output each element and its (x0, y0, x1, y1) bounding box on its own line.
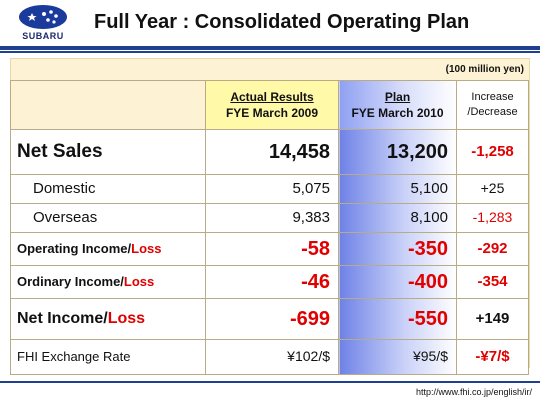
header-rule-thick (0, 46, 540, 50)
change-cell: -1,258 (456, 129, 529, 175)
change-cell: -¥7/$ (456, 339, 529, 375)
ordinary-income-label: Ordinary Income/ (17, 274, 124, 289)
row-label: FHI Exchange Rate (10, 339, 206, 375)
header-actual-title: Actual Results (230, 90, 314, 104)
domestic-plan: 5,100 (410, 180, 448, 197)
actual-cell: 9,383 (205, 203, 339, 233)
table-row-ordinary-income: Ordinary Income/Loss -46 -400 -354 (10, 265, 529, 299)
table-row-exchange-rate: FHI Exchange Rate ¥102/$ ¥95/$ -¥7/$ (10, 339, 529, 375)
change-cell: -354 (456, 265, 529, 299)
net-sales-change: -1,258 (471, 143, 514, 160)
change-cell: +25 (456, 174, 529, 204)
net-sales-actual: 14,458 (268, 140, 330, 163)
actual-cell: -46 (205, 265, 339, 299)
net-income-change: +149 (475, 310, 510, 327)
table-header-row: Actual Results FYE March 2009 Plan FYE M… (10, 80, 529, 130)
header-plan: Plan FYE March 2010 (338, 80, 457, 130)
row-label: Operating Income/Loss (10, 232, 206, 266)
ordinary-income-plan: -400 (407, 270, 448, 293)
header-rule-thin (0, 51, 540, 53)
plan-cell: 5,100 (338, 174, 457, 204)
exchange-rate-actual: ¥102/$ (287, 348, 330, 364)
actual-cell: -699 (205, 298, 339, 340)
operating-loss-label: Loss (131, 241, 162, 256)
footer-url: http://www.fhi.co.jp/english/ir/ (415, 387, 532, 397)
slide-header: SUBARU Full Year : Consolidated Operatin… (0, 0, 540, 46)
change-cell: +149 (456, 298, 529, 340)
overseas-label: Overseas (33, 209, 98, 226)
operating-plan-table: Actual Results FYE March 2009 Plan FYE M… (10, 80, 529, 375)
row-label: Net Sales (10, 129, 206, 175)
operating-income-change: -292 (477, 240, 508, 257)
plan-cell: -350 (338, 232, 457, 266)
header-plan-period: FYE March 2010 (351, 106, 444, 120)
ordinary-loss-label: Loss (123, 274, 155, 289)
plan-cell: 13,200 (338, 129, 457, 175)
exchange-rate-label: FHI Exchange Rate (17, 349, 131, 364)
footer-rule (0, 381, 540, 383)
operating-income-actual: -58 (301, 237, 330, 260)
exchange-rate-change: -¥7/$ (475, 348, 510, 365)
header-increase-bottom: /Decrease (467, 106, 518, 118)
net-loss-label: Loss (107, 310, 146, 327)
header-actual-results: Actual Results FYE March 2009 (205, 80, 339, 130)
ordinary-income-change: -354 (477, 273, 508, 290)
net-income-actual: -699 (289, 307, 330, 330)
operating-income-plan: -350 (407, 237, 448, 260)
plan-cell: -400 (338, 265, 457, 299)
logo-wordmark: SUBARU (22, 31, 64, 41)
pleiades-stars-icon (19, 5, 67, 29)
overseas-actual: 9,383 (292, 209, 330, 226)
table-row-domestic: Domestic 5,075 5,100 +25 (10, 174, 529, 204)
subaru-logo: SUBARU (8, 4, 78, 44)
page-title: Full Year : Consolidated Operating Plan (94, 11, 470, 33)
overseas-change: -1,283 (472, 209, 513, 225)
net-income-plan: -550 (407, 307, 448, 330)
plan-cell: 8,100 (338, 203, 457, 233)
domestic-actual: 5,075 (292, 180, 330, 197)
header-plan-title: Plan (384, 90, 411, 104)
domestic-change: +25 (480, 180, 505, 196)
row-label: Ordinary Income/Loss (10, 265, 206, 299)
actual-cell: 5,075 (205, 174, 339, 204)
header-actual-period: FYE March 2009 (225, 106, 319, 120)
actual-cell: ¥102/$ (205, 339, 339, 375)
unit-label: (100 million yen) (445, 64, 524, 75)
actual-cell: 14,458 (205, 129, 339, 175)
change-cell: -292 (456, 232, 529, 266)
row-label: Net Income/Loss (10, 298, 206, 340)
operating-income-label: Operating Income/ (17, 241, 132, 256)
net-income-label: Net Income/ (17, 310, 108, 327)
plan-cell: -550 (338, 298, 457, 340)
header-blank-cell (10, 80, 206, 130)
row-label: Overseas (10, 203, 206, 233)
net-sales-plan: 13,200 (386, 140, 448, 163)
net-sales-label: Net Sales (17, 141, 103, 162)
change-cell: -1,283 (456, 203, 529, 233)
table-row-net-income: Net Income/Loss -699 -550 +149 (10, 298, 529, 340)
ordinary-income-actual: -46 (301, 270, 330, 293)
domestic-label: Domestic (33, 180, 96, 197)
table-row-net-sales: Net Sales 14,458 13,200 -1,258 (10, 129, 529, 175)
table-row-overseas: Overseas 9,383 8,100 -1,283 (10, 203, 529, 233)
exchange-rate-plan: ¥95/$ (412, 348, 448, 364)
plan-cell: ¥95/$ (338, 339, 457, 375)
overseas-plan: 8,100 (410, 209, 448, 226)
header-increase-top: Increase (471, 91, 514, 103)
table-row-operating-income: Operating Income/Loss -58 -350 -292 (10, 232, 529, 266)
row-label: Domestic (10, 174, 206, 204)
header-increase-decrease: Increase /Decrease (456, 80, 529, 130)
actual-cell: -58 (205, 232, 339, 266)
